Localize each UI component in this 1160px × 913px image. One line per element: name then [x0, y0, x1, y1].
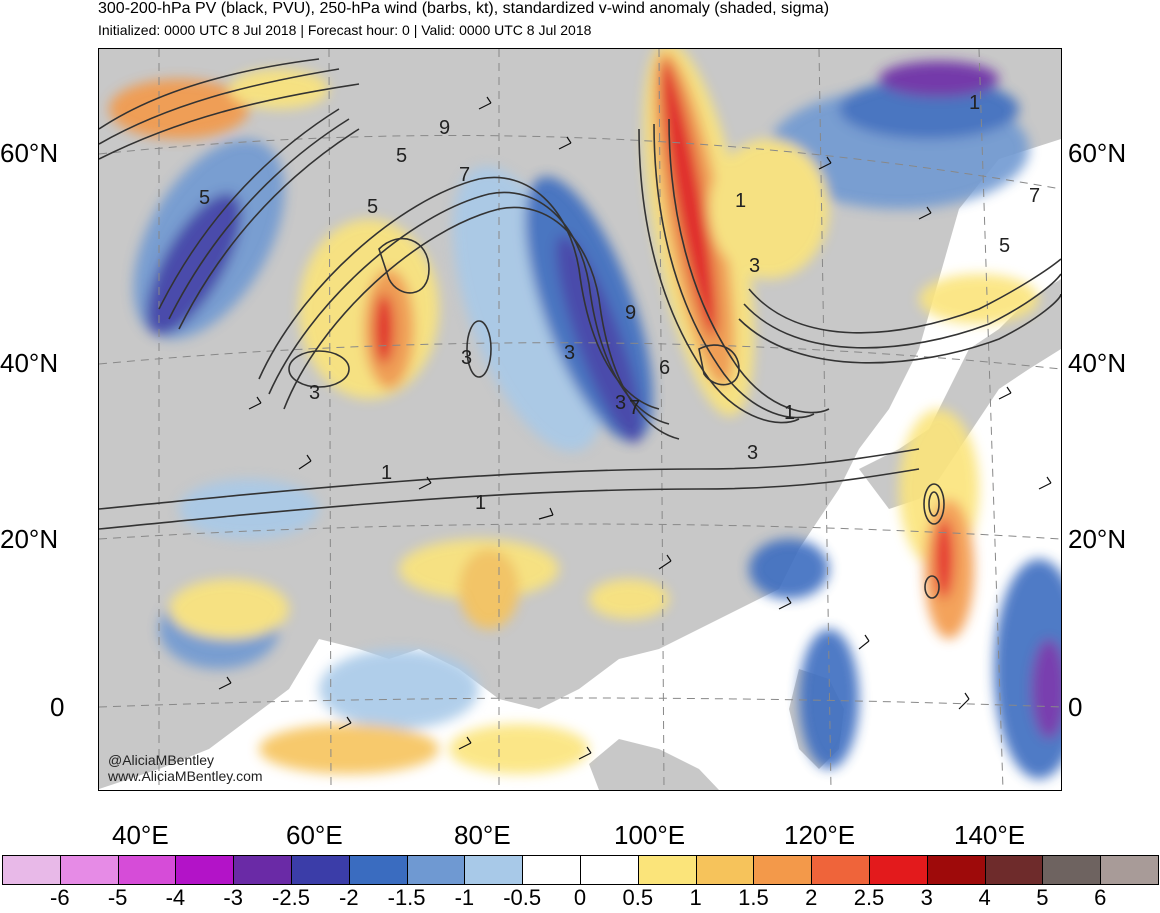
lon-label-100e: 100°E: [614, 820, 686, 850]
colorbar-swatch: [348, 855, 408, 885]
contour-label: 3: [747, 442, 758, 464]
colorbar-label: -1.5: [387, 885, 426, 910]
contour-label: 1: [381, 462, 392, 484]
lat-label-40n-right: 40°N: [1068, 348, 1127, 378]
lon-label-60e: 60°E: [286, 820, 343, 850]
colorbar-swatch: [926, 855, 986, 885]
colorbar-label: -5: [107, 885, 128, 910]
colorbar-swatch: [2, 855, 61, 885]
contour-label: 3: [564, 342, 575, 364]
colorbar-label: -0.5: [503, 885, 542, 910]
colorbar-label: 1: [689, 885, 702, 910]
lon-label-80e: 80°E: [454, 820, 511, 850]
lat-label-40n-left: 40°N: [0, 348, 59, 378]
colorbar-label: 0.5: [622, 885, 654, 910]
watermark-url: www.AliciaMBentley.com: [108, 768, 263, 784]
contour-label: 7: [1029, 185, 1040, 207]
colorbar-label: -1: [454, 885, 475, 910]
lat-label-60n-left: 60°N: [0, 138, 59, 168]
contour-label: 3: [461, 347, 472, 369]
contour-label: 7: [629, 397, 640, 419]
colorbar-swatch: [637, 855, 697, 885]
colorbar-swatch: [753, 855, 813, 885]
graticule: [99, 49, 1061, 790]
watermark-handle: @AliciaMBentley: [108, 752, 215, 768]
map-panel: 9 5 7 5 5 3 3 3 9 3 7 1 3 1 5 7 6 1 3 1 …: [98, 48, 1062, 791]
contour-label: 1: [475, 492, 486, 514]
map-title: 300-200-hPa PV (black, PVU), 250-hPa win…: [98, 0, 830, 17]
contour-label: 1: [735, 190, 746, 212]
lon-label-40e: 40°E: [112, 820, 169, 850]
contour-label: 6: [659, 357, 670, 379]
colorbar-label: 1.5: [738, 885, 769, 910]
colorbar-label: 0: [573, 885, 587, 910]
contour-label: 3: [309, 382, 320, 404]
colorbar-swatch: [233, 855, 292, 885]
colorbar-swatch: [522, 855, 581, 885]
colorbar-label: 6: [1094, 885, 1107, 910]
colorbar-label: -6: [50, 885, 70, 910]
colorbar-swatch: [117, 855, 177, 885]
lat-label-0-left: 0: [50, 692, 65, 722]
colorbar-swatch: [1042, 855, 1102, 885]
lat-label-0-right: 0: [1068, 692, 1083, 722]
colorbar-swatch: [984, 855, 1044, 885]
wind-barbs: [218, 96, 1052, 760]
contour-label: 1: [969, 92, 980, 114]
colorbar-label: 3: [920, 885, 933, 910]
colorbar-label: 4: [978, 885, 991, 910]
contour-label: 5: [199, 187, 210, 209]
colorbar-label: -3: [223, 885, 243, 910]
colorbar-label: 2.5: [853, 885, 885, 910]
anomaly-shading: [109, 49, 1061, 779]
colorbar-swatch: [811, 855, 870, 885]
pv-contours: [99, 58, 1061, 599]
colorbar-swatch: [869, 855, 928, 885]
colorbar-label: -2.5: [272, 885, 310, 910]
colorbar-swatch: [464, 855, 524, 885]
colorbar-swatch: [695, 855, 755, 885]
contour-label: 7: [459, 164, 470, 186]
colorbar-swatch: [406, 855, 466, 885]
colorbar-label: 2: [805, 885, 818, 910]
contour-label-group: 9 5 7 5 5 3 3 3 9 3 7 1 3 1 5 7 6 1 3 1 …: [199, 92, 1040, 514]
map-subtitle: Initialized: 0000 UTC 8 Jul 2018 | Forec…: [98, 22, 592, 38]
colorbar-swatch: [175, 855, 235, 885]
colorbar-swatch: [580, 855, 639, 885]
lat-label-60n-right: 60°N: [1068, 138, 1127, 168]
lon-label-120e: 120°E: [784, 820, 856, 850]
contour-label: 5: [396, 145, 407, 167]
colorbar-label: -4: [165, 885, 186, 910]
contour-label: 9: [439, 117, 450, 139]
contour-label: 3: [749, 255, 760, 277]
colorbar-label: -2: [339, 885, 359, 910]
map-svg: 9 5 7 5 5 3 3 3 9 3 7 1 3 1 5 7 6 1 3 1 …: [99, 49, 1061, 790]
colorbar-swatch: [59, 855, 119, 885]
lon-label-140e: 140°E: [954, 820, 1026, 850]
colorbar-swatch: [291, 855, 350, 885]
contour-label: 9: [625, 302, 636, 324]
lat-label-20n-right: 20°N: [1068, 524, 1127, 554]
contour-label: 3: [615, 392, 626, 414]
lat-label-20n-left: 20°N: [0, 524, 59, 554]
colorbar-label: 5: [1036, 885, 1049, 910]
contour-label: 5: [367, 196, 378, 218]
contour-label: 5: [999, 235, 1010, 257]
colorbar-swatch: [1100, 855, 1159, 885]
contour-label: 1: [784, 402, 795, 424]
